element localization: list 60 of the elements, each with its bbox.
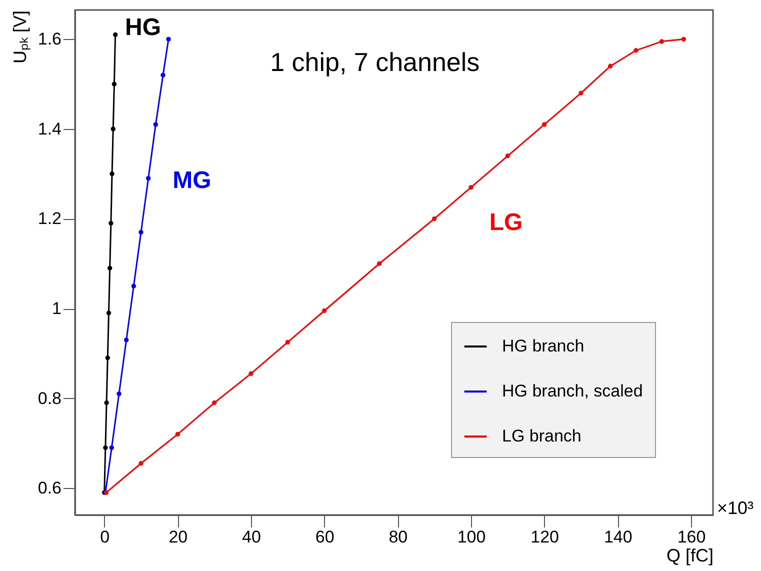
point: [659, 39, 664, 44]
y-tick-label: 0.6: [38, 478, 62, 498]
text: ×10³: [717, 498, 754, 518]
point: [146, 176, 151, 181]
point: [107, 266, 112, 270]
point: [105, 356, 110, 360]
x-tick-label: 60: [315, 528, 334, 546]
y-tick-label: 1: [52, 299, 62, 318]
point: [110, 126, 116, 132]
y-axis-title: Uₚₖ [V]: [10, 10, 31, 64]
legend-label: HG branch, scaled: [502, 382, 643, 400]
point: [166, 36, 171, 42]
point: [681, 36, 686, 42]
point: [578, 90, 584, 96]
point: [468, 184, 474, 190]
x-tick-label: 160: [677, 528, 706, 546]
x-tick-label: 100: [457, 528, 486, 546]
point: [212, 400, 217, 406]
x-tick-label: 80: [388, 528, 408, 546]
point: [108, 220, 114, 226]
point: [432, 216, 437, 222]
point: [110, 172, 114, 176]
point: [175, 432, 180, 437]
x-tick-label: 20: [168, 528, 188, 546]
point: [138, 230, 144, 235]
annotation: MG: [172, 167, 212, 194]
point: [112, 32, 118, 38]
point: [153, 122, 158, 127]
point: [109, 445, 114, 450]
point: [542, 122, 547, 127]
point: [131, 284, 136, 288]
point: [285, 340, 290, 345]
y-tick-label: 0.8: [38, 388, 62, 408]
x-tick-label: 120: [530, 528, 560, 546]
x-tick-label: 40: [242, 528, 261, 546]
x-axis-title: Q [fC]: [666, 546, 714, 566]
y-tick-label: 1.2: [38, 209, 62, 228]
legend-label: LG branch: [502, 426, 582, 446]
point: [248, 371, 254, 376]
y-tick-label: 1.6: [38, 30, 62, 49]
annotation: 1 chip, 7 channels: [270, 47, 480, 77]
point: [116, 391, 122, 396]
point: [104, 400, 109, 406]
point: [103, 445, 108, 450]
point: [124, 338, 129, 342]
point: [160, 72, 166, 78]
point: [112, 82, 117, 86]
point: [608, 64, 613, 68]
annotation: LG: [489, 209, 523, 236]
x-tick-label: 0: [100, 528, 110, 546]
point: [505, 154, 510, 158]
annotation: HG: [125, 14, 161, 41]
point: [322, 308, 327, 314]
x-tick-label: 140: [604, 528, 632, 546]
y-tick-label: 1.4: [38, 119, 62, 138]
point: [634, 48, 638, 53]
legend-label: HG branch: [502, 336, 584, 356]
point: [376, 261, 382, 266]
point: [106, 310, 112, 316]
point: [138, 461, 144, 466]
